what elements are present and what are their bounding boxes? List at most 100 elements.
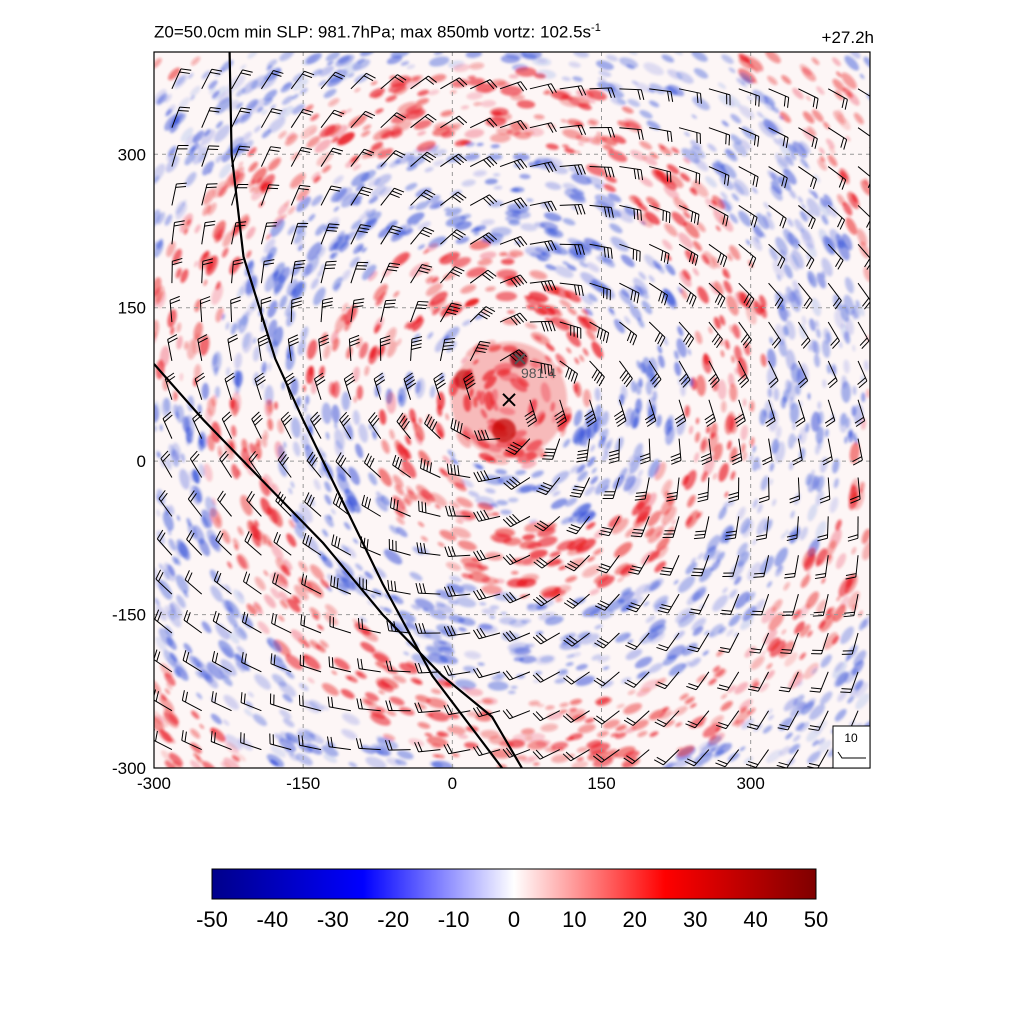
wind-barb-feather [697,498,708,503]
wind-barb-shaft [331,544,352,556]
vorticity-cell [386,340,397,358]
vorticity-cell [795,383,801,396]
vorticity-cell [158,627,174,647]
wind-barb-feather [391,190,402,196]
wind-barb-feather [535,711,544,720]
wind-barb-feather [330,575,333,586]
vorticity-cell [564,290,581,303]
vorticity-cell [792,88,804,100]
wind-barb-shaft [708,399,716,421]
wind-barb-feather [593,679,603,687]
wind-barb-feather [852,456,862,463]
wind-barb-feather [444,546,449,557]
vorticity-cell [807,474,817,493]
wind-barb-shaft [589,282,611,291]
wind-barb-feather [459,422,463,434]
wind-barb-shaft [440,77,460,90]
vorticity-cell [308,365,314,377]
vorticity-cell [374,173,392,187]
vorticity-cell [664,86,678,96]
wind-barb [440,115,468,129]
vorticity-cell [386,710,397,717]
vorticity-cell [738,105,755,120]
wind-barb [241,611,262,634]
wind-barb-shaft [201,145,210,167]
vorticity-cell [575,545,590,555]
vorticity-cell [599,252,613,264]
wind-barb-feather [547,240,554,251]
wind-barb-feather [533,598,542,607]
vorticity-cell [766,749,782,763]
vorticity-cell [591,341,604,359]
wind-barb-feather [159,532,166,542]
vorticity-cell [313,175,321,183]
vorticity-cell [246,250,252,259]
vorticity-cell [281,564,291,577]
vorticity-cell [330,187,348,203]
vorticity-cell [264,399,273,418]
vorticity-cell [578,464,586,473]
vorticity-cell [415,381,421,394]
vorticity-cell [325,604,338,616]
wind-barb [619,204,642,221]
wind-barb [684,749,710,767]
wind-barb-shaft [246,499,262,517]
vorticity-cell [379,606,386,611]
wind-barb-feather [781,649,792,651]
wind-barb-feather [725,133,727,145]
wind-barb [446,463,471,479]
vorticity-cell [333,657,350,671]
wind-barb [559,203,586,215]
vorticity-cell [481,585,503,595]
vorticity-cell [337,230,345,239]
vorticity-cell [722,198,733,210]
vorticity-cell [627,99,641,107]
wind-barb [819,477,831,504]
vorticity-cell [799,64,812,76]
vorticity-cell [758,121,776,138]
vorticity-cell [224,734,243,751]
wind-barb-feather [422,229,433,235]
vorticity-cell [466,92,483,100]
wind-barb-feather [661,603,672,608]
vorticity-cell [355,443,364,459]
wind-barb [602,477,620,499]
wind-barb-shaft [545,477,561,495]
vorticity-cell [836,595,841,602]
vorticity-cell [544,615,564,626]
wind-barb-shaft [663,710,680,728]
vorticity-cell [815,320,819,328]
wind-barb-shaft [231,146,241,167]
y-tick-label: -300 [112,759,146,778]
wind-barb-feather [272,572,276,583]
wind-barb-shaft [329,706,351,712]
vorticity-cell [847,591,860,609]
wind-barb-shaft [822,594,829,616]
vorticity-cell [602,485,610,493]
vorticity-cell [212,354,219,367]
wind-barb-shaft [678,321,694,339]
wind-barb [373,372,386,400]
vorticity-cell [322,683,339,696]
vorticity-cell [696,674,707,683]
vorticity-cell [816,86,825,95]
wind-barb-feather [215,612,220,624]
wind-barb-feather [476,511,483,521]
wind-barb-shaft [418,552,441,556]
wind-barb-feather [635,495,646,498]
wind-barb-feather [625,378,633,388]
vorticity-cell [343,521,351,530]
vorticity-cell [744,55,763,71]
vorticity-cell [722,268,730,279]
wind-barb-feather [479,510,486,520]
vorticity-cell [549,551,561,558]
vorticity-cell [230,425,237,438]
vorticity-cell [649,100,660,108]
wind-barb-feather [637,169,640,180]
vorticity-cell [433,52,443,56]
vorticity-cell [404,621,417,630]
vorticity-cell [624,634,631,639]
vorticity-cell [292,103,305,115]
vorticity-cell [184,152,196,166]
wind-barb-feather [607,207,611,218]
